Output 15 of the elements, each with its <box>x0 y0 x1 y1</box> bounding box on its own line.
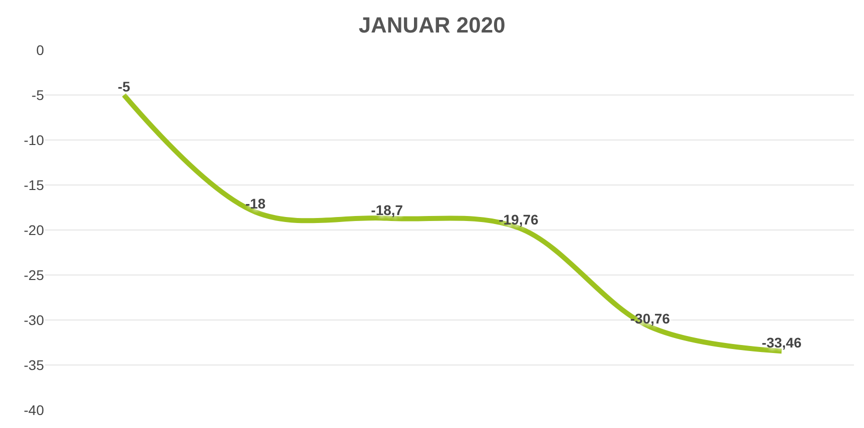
y-tick-label: -15 <box>24 176 44 193</box>
data-label: -5 <box>118 78 130 94</box>
y-tick-label: -40 <box>24 402 44 418</box>
chart-title: JANUAR 2020 <box>358 12 506 38</box>
y-tick-label: -20 <box>24 222 44 238</box>
data-label: -18 <box>245 196 266 212</box>
y-tick-label: -35 <box>24 356 44 373</box>
y-tick-label: -25 <box>24 266 44 283</box>
data-label: -18,7 <box>371 202 404 218</box>
y-tick-label: -5 <box>32 86 44 103</box>
data-label: -33,46 <box>762 334 802 351</box>
data-label: -19,76 <box>498 211 539 228</box>
y-tick-label: -30 <box>24 312 44 328</box>
y-tick-label: 0 <box>36 42 44 58</box>
y-tick-label: -10 <box>24 132 44 148</box>
